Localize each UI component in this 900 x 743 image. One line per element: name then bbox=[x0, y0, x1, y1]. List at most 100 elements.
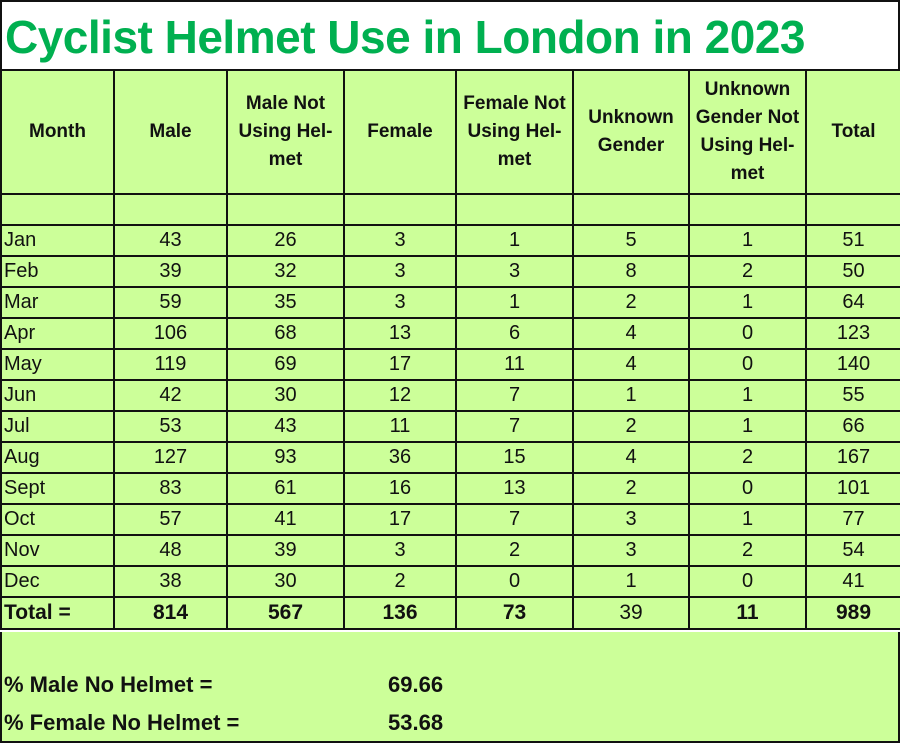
cell-male-no-helmet[interactable]: 30 bbox=[226, 379, 345, 412]
column-header-female-no-helmet[interactable]: Female Not Using Hel-met bbox=[455, 69, 574, 195]
cell-month[interactable]: Jun bbox=[0, 379, 115, 412]
cell-male-no-helmet[interactable]: 35 bbox=[226, 286, 345, 319]
cell-unknown[interactable]: 3 bbox=[572, 503, 690, 536]
column-header-total[interactable]: Total bbox=[805, 69, 900, 195]
cell-unknown-no-helmet[interactable]: 2 bbox=[688, 534, 807, 567]
cell-unknown-no-helmet[interactable]: 0 bbox=[688, 348, 807, 381]
column-header-male[interactable]: Male bbox=[113, 69, 228, 195]
cell-unknown-no-helmet[interactable]: 1 bbox=[688, 286, 807, 319]
cell-female[interactable]: 3 bbox=[343, 534, 457, 567]
cell-total[interactable]: 64 bbox=[805, 286, 900, 319]
cell-month[interactable]: Dec bbox=[0, 565, 115, 598]
cell-female-no-helmet[interactable]: 15 bbox=[455, 441, 574, 474]
column-header-month[interactable]: Month bbox=[0, 69, 115, 195]
cell-female-no-helmet[interactable]: 2 bbox=[455, 534, 574, 567]
cell-total[interactable]: 77 bbox=[805, 503, 900, 536]
cell-month[interactable]: Mar bbox=[0, 286, 115, 319]
cell-male-no-helmet[interactable]: 30 bbox=[226, 565, 345, 598]
total-label[interactable]: Total = bbox=[0, 596, 115, 630]
cell-male-no-helmet[interactable]: 61 bbox=[226, 472, 345, 505]
cell-unknown[interactable]: 4 bbox=[572, 441, 690, 474]
column-header-male-no-helmet[interactable]: Male Not Using Hel-met bbox=[226, 69, 345, 195]
cell-female-no-helmet[interactable]: 11 bbox=[455, 348, 574, 381]
cell-unknown[interactable]: 1 bbox=[572, 379, 690, 412]
total-unknown-no-helmet[interactable]: 11 bbox=[688, 596, 807, 630]
empty-cell[interactable] bbox=[0, 193, 115, 226]
cell-unknown-no-helmet[interactable]: 2 bbox=[688, 255, 807, 288]
cell-female-no-helmet[interactable]: 7 bbox=[455, 410, 574, 443]
male-no-helmet-value[interactable]: 69.66 bbox=[388, 672, 444, 697]
cell-female[interactable]: 3 bbox=[343, 255, 457, 288]
cell-total[interactable]: 140 bbox=[805, 348, 900, 381]
cell-month[interactable]: Aug bbox=[0, 441, 115, 474]
empty-cell[interactable] bbox=[226, 193, 345, 226]
cell-total[interactable]: 167 bbox=[805, 441, 900, 474]
cell-unknown[interactable]: 3 bbox=[572, 534, 690, 567]
cell-male-no-helmet[interactable]: 93 bbox=[226, 441, 345, 474]
cell-female[interactable]: 17 bbox=[343, 503, 457, 536]
cell-female-no-helmet[interactable]: 0 bbox=[455, 565, 574, 598]
cell-unknown-no-helmet[interactable]: 0 bbox=[688, 472, 807, 505]
cell-male[interactable]: 42 bbox=[113, 379, 228, 412]
cell-total[interactable]: 55 bbox=[805, 379, 900, 412]
empty-cell[interactable] bbox=[805, 193, 900, 226]
cell-male[interactable]: 59 bbox=[113, 286, 228, 319]
cell-male[interactable]: 39 bbox=[113, 255, 228, 288]
cell-female-no-helmet[interactable]: 1 bbox=[455, 286, 574, 319]
cell-month[interactable]: May bbox=[0, 348, 115, 381]
total-male-no-helmet[interactable]: 567 bbox=[226, 596, 345, 630]
cell-female[interactable]: 3 bbox=[343, 286, 457, 319]
cell-male[interactable]: 53 bbox=[113, 410, 228, 443]
cell-male[interactable]: 106 bbox=[113, 317, 228, 350]
empty-cell[interactable] bbox=[688, 193, 807, 226]
male-no-helmet-label[interactable]: % Male No Helmet = bbox=[4, 672, 213, 697]
cell-male-no-helmet[interactable]: 69 bbox=[226, 348, 345, 381]
total-male[interactable]: 814 bbox=[113, 596, 228, 630]
cell-male[interactable]: 119 bbox=[113, 348, 228, 381]
cell-female[interactable]: 12 bbox=[343, 379, 457, 412]
cell-male-no-helmet[interactable]: 43 bbox=[226, 410, 345, 443]
cell-month[interactable]: Jul bbox=[0, 410, 115, 443]
empty-cell[interactable] bbox=[113, 193, 228, 226]
cell-female[interactable]: 13 bbox=[343, 317, 457, 350]
cell-female-no-helmet[interactable]: 3 bbox=[455, 255, 574, 288]
cell-female[interactable]: 17 bbox=[343, 348, 457, 381]
cell-total[interactable]: 51 bbox=[805, 224, 900, 257]
empty-cell[interactable] bbox=[572, 193, 690, 226]
cell-male-no-helmet[interactable]: 39 bbox=[226, 534, 345, 567]
cell-month[interactable]: Feb bbox=[0, 255, 115, 288]
cell-month[interactable]: Jan bbox=[0, 224, 115, 257]
cell-total[interactable]: 101 bbox=[805, 472, 900, 505]
cell-male[interactable]: 48 bbox=[113, 534, 228, 567]
cell-male[interactable]: 83 bbox=[113, 472, 228, 505]
cell-unknown-no-helmet[interactable]: 1 bbox=[688, 410, 807, 443]
cell-female[interactable]: 36 bbox=[343, 441, 457, 474]
total-female[interactable]: 136 bbox=[343, 596, 457, 630]
cell-female[interactable]: 11 bbox=[343, 410, 457, 443]
cell-female[interactable]: 3 bbox=[343, 224, 457, 257]
cell-male[interactable]: 57 bbox=[113, 503, 228, 536]
cell-total[interactable]: 66 bbox=[805, 410, 900, 443]
cell-female-no-helmet[interactable]: 13 bbox=[455, 472, 574, 505]
empty-cell[interactable] bbox=[343, 193, 457, 226]
cell-month[interactable]: Nov bbox=[0, 534, 115, 567]
cell-female-no-helmet[interactable]: 1 bbox=[455, 224, 574, 257]
cell-unknown-no-helmet[interactable]: 0 bbox=[688, 565, 807, 598]
cell-unknown[interactable]: 4 bbox=[572, 348, 690, 381]
cell-female-no-helmet[interactable]: 7 bbox=[455, 503, 574, 536]
cell-unknown-no-helmet[interactable]: 1 bbox=[688, 224, 807, 257]
cell-female-no-helmet[interactable]: 7 bbox=[455, 379, 574, 412]
empty-cell[interactable] bbox=[455, 193, 574, 226]
cell-total[interactable]: 54 bbox=[805, 534, 900, 567]
column-header-unknown-gender-no-helmet[interactable]: Unknown Gender Not Using Hel-met bbox=[688, 69, 807, 195]
cell-unknown-no-helmet[interactable]: 0 bbox=[688, 317, 807, 350]
cell-unknown-no-helmet[interactable]: 2 bbox=[688, 441, 807, 474]
cell-male-no-helmet[interactable]: 26 bbox=[226, 224, 345, 257]
cell-month[interactable]: Sept bbox=[0, 472, 115, 505]
column-header-female[interactable]: Female bbox=[343, 69, 457, 195]
cell-total[interactable]: 50 bbox=[805, 255, 900, 288]
female-no-helmet-label[interactable]: % Female No Helmet = bbox=[4, 710, 240, 735]
female-no-helmet-value[interactable]: 53.68 bbox=[388, 710, 444, 735]
total-total[interactable]: 989 bbox=[805, 596, 900, 630]
cell-male-no-helmet[interactable]: 32 bbox=[226, 255, 345, 288]
